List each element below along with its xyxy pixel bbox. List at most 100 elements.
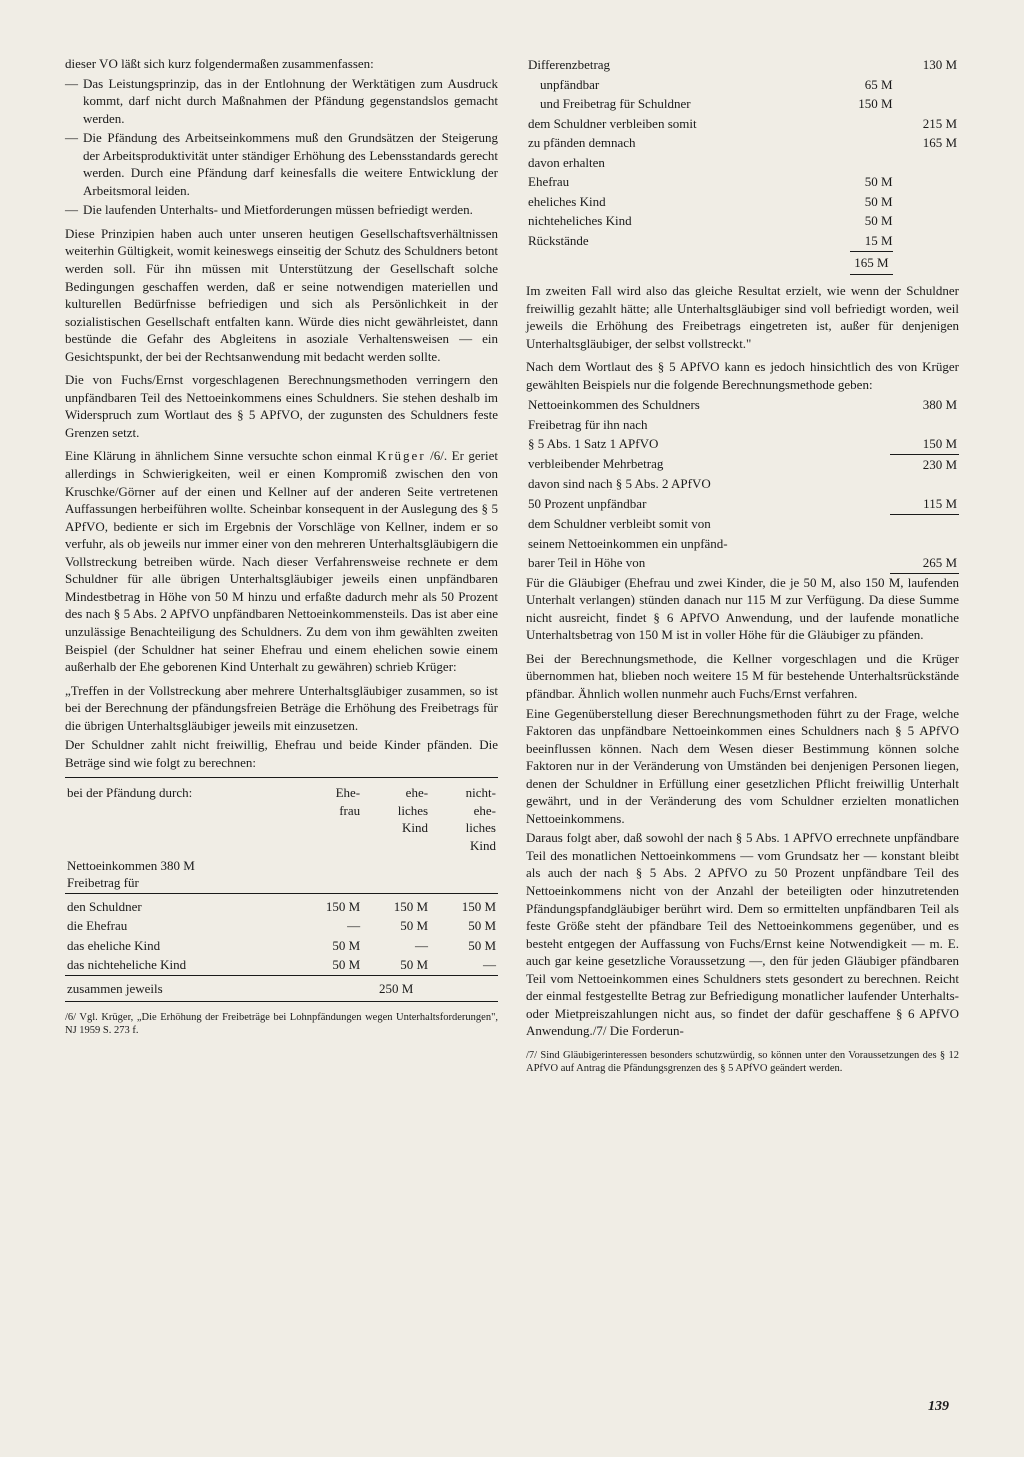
table-cell — [817, 133, 895, 153]
table-cell — [890, 514, 959, 534]
intro-text: dieser VO läßt sich kurz folgendermaßen … — [65, 55, 498, 73]
table-cell: die Ehefrau — [65, 916, 294, 936]
table-row: davon sind nach § 5 Abs. 2 APfVO — [526, 474, 959, 494]
paragraph: Im zweiten Fall wird also das gleiche Re… — [526, 282, 959, 352]
table-row: verbleibender Mehrbetrag 230 M — [526, 454, 959, 474]
table-sum-row: zusammen jeweils 250 M — [65, 975, 498, 1002]
table-row: davon erhalten — [526, 153, 959, 173]
table-cell: 230 M — [890, 454, 959, 474]
paragraph: Der Schuldner zahlt nicht freiwillig, Eh… — [65, 736, 498, 771]
table-cell: 150 M — [890, 434, 959, 454]
table-cell: 50 M — [294, 936, 362, 956]
table-cell — [817, 153, 895, 173]
table-cell: 50 M — [362, 916, 430, 936]
table-row: zu pfänden demnach 165 M — [526, 133, 959, 153]
left-column: dieser VO läßt sich kurz folgendermaßen … — [65, 55, 498, 1077]
table-cell: 50 M — [294, 955, 362, 975]
table-sum-value: 165 M — [817, 250, 895, 276]
footnote-6: /6/ Vgl. Krüger, „Die Erhöhung der Freib… — [65, 1012, 498, 1037]
table-cell — [890, 474, 959, 494]
table-cell: unpfändbar — [526, 75, 817, 95]
table-cell: Freibetrag für ihn nach — [526, 415, 890, 435]
text-span: /6/. Er geriet allerdings in Schwierigke… — [65, 448, 498, 674]
table-row: seinem Nettoeinkommen ein unpfänd- — [526, 534, 959, 554]
page: dieser VO läßt sich kurz folgendermaßen … — [0, 0, 1024, 1457]
bullet-item: — Die laufenden Unterhalts- und Mietford… — [65, 201, 498, 219]
dash-icon: — — [65, 201, 83, 219]
table-cell — [895, 75, 960, 95]
bullet-text: Die laufenden Unterhalts- und Mietforder… — [83, 201, 498, 219]
paragraph: Daraus folgt aber, daß sowohl der nach §… — [526, 829, 959, 1040]
table-row: Freibetrag für ihn nach — [526, 415, 959, 435]
paragraph: Die von Fuchs/Ernst vorgeschlagenen Bere… — [65, 371, 498, 441]
dash-icon: — — [65, 129, 83, 199]
table-cell: den Schuldner — [65, 893, 294, 916]
table-cell: das nichteheliche Kind — [65, 955, 294, 975]
table-cell: — — [362, 936, 430, 956]
table-cell: Differenzbetrag — [526, 55, 817, 75]
table-cell: verbleibender Mehrbetrag — [526, 454, 890, 474]
paragraph: Diese Prinzipien haben auch unter unsere… — [65, 225, 498, 365]
table-row: unpfändbar 65 M — [526, 75, 959, 95]
table-cell: zu pfänden demnach — [526, 133, 817, 153]
table-cell: 50 M — [430, 916, 498, 936]
bullet-text: Die Pfändung des Arbeitseinkommens muß d… — [83, 129, 498, 199]
table-cell: 50 Prozent unpfändbar — [526, 494, 890, 514]
table-cell: 380 M — [890, 395, 959, 415]
table-cell — [895, 211, 960, 231]
footnote-7: /7/ Sind Gläubigerinteressen besonders s… — [526, 1050, 959, 1075]
table-cell: Nettoeinkommen des Schuldners — [526, 395, 890, 415]
table-cell — [895, 231, 960, 251]
table-cell — [890, 415, 959, 435]
table-cell: — — [294, 916, 362, 936]
two-column-layout: dieser VO läßt sich kurz folgendermaßen … — [65, 55, 959, 1077]
table-row: eheliches Kind 50 M — [526, 192, 959, 212]
table-row: nichteheliches Kind 50 M — [526, 211, 959, 231]
table-row: 50 Prozent unpfändbar 115 M — [526, 494, 959, 514]
table-cell — [890, 534, 959, 554]
paragraph: Eine Gegenüberstellung dieser Berechnung… — [526, 705, 959, 828]
table-header: ehe-lichesKind — [362, 778, 430, 856]
table-cell: dem Schuldner verbleiben somit — [526, 114, 817, 134]
page-number: 139 — [928, 1398, 949, 1417]
table-cell — [895, 153, 960, 173]
table-cell: und Freibetrag für Schuldner — [526, 94, 817, 114]
table-cell: Rückstände — [526, 231, 817, 251]
table-cell: 215 M — [895, 114, 960, 134]
table-row: Nettoeinkommen des Schuldners 380 M — [526, 395, 959, 415]
table-cell: davon sind nach § 5 Abs. 2 APfVO — [526, 474, 890, 494]
calculation-table-3: Nettoeinkommen des Schuldners 380 M Frei… — [526, 395, 959, 573]
table-cell: dem Schuldner verbleibt somit von — [526, 514, 890, 534]
table-row: das nichteheliche Kind 50 M 50 M — — [65, 955, 498, 975]
table-cell: 50 M — [430, 936, 498, 956]
table-header: Ehe-frau — [294, 778, 362, 856]
table-cell: 150 M — [294, 893, 362, 916]
table-cell — [895, 94, 960, 114]
table-row: dem Schuldner verbleibt somit von — [526, 514, 959, 534]
paragraph: Eine Klärung in ähnlichem Sinne versucht… — [65, 447, 498, 675]
table-cell: 165 M — [895, 133, 960, 153]
table-cell: § 5 Abs. 1 Satz 1 APfVO — [526, 434, 890, 454]
calculation-table-1: bei der Pfändung durch: Ehe-frau ehe-lic… — [65, 777, 498, 1002]
paragraph: Für die Gläubiger (Ehefrau und zwei Kind… — [526, 574, 959, 644]
emphasized-name: Krüger — [377, 448, 426, 463]
table-row: dem Schuldner verbleiben somit 215 M — [526, 114, 959, 134]
table-row: den Schuldner 150 M 150 M 150 M — [65, 893, 498, 916]
bullet-item: — Das Leistungsprinzip, das in der Entlo… — [65, 75, 498, 128]
table-cell — [895, 172, 960, 192]
table-cell: 50 M — [817, 192, 895, 212]
table-row: Ehefrau 50 M — [526, 172, 959, 192]
table-cell — [817, 114, 895, 134]
bullet-list: — Das Leistungsprinzip, das in der Entlo… — [65, 75, 498, 219]
paragraph: Bei der Berechnungsmethode, die Kellner … — [526, 650, 959, 703]
table-row: barer Teil in Höhe von 265 M — [526, 553, 959, 573]
bullet-text: Das Leistungsprinzip, das in der Entlohn… — [83, 75, 498, 128]
table-cell: 265 M — [890, 553, 959, 573]
table-row: die Ehefrau — 50 M 50 M — [65, 916, 498, 936]
table-cell — [895, 192, 960, 212]
table-row: § 5 Abs. 1 Satz 1 APfVO 150 M — [526, 434, 959, 454]
table-row: Differenzbetrag 130 M — [526, 55, 959, 75]
table-cell: eheliches Kind — [526, 192, 817, 212]
table-cell: 65 M — [817, 75, 895, 95]
text-span: Eine Klärung in ähnlichem Sinne versucht… — [65, 448, 377, 463]
